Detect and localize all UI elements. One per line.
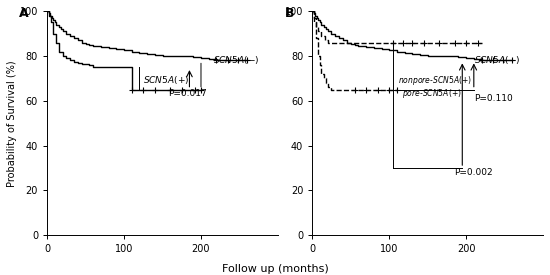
Text: P=0.002: P=0.002 bbox=[455, 168, 493, 177]
Text: A: A bbox=[19, 7, 29, 20]
Text: pore-$SCN5A(+)$: pore-$SCN5A(+)$ bbox=[402, 87, 461, 100]
Text: $SCN5A(-)$: $SCN5A(-)$ bbox=[474, 54, 520, 67]
Text: P=0.017: P=0.017 bbox=[168, 89, 207, 98]
Y-axis label: Probability of Survival (%): Probability of Survival (%) bbox=[7, 60, 17, 186]
Text: P=0.110: P=0.110 bbox=[474, 94, 513, 103]
Text: Follow up (months): Follow up (months) bbox=[222, 264, 328, 274]
Text: nonpore-$SCN5A(+)$: nonpore-$SCN5A(+)$ bbox=[398, 74, 472, 87]
Text: $SCN5A(+)$: $SCN5A(+)$ bbox=[143, 74, 190, 86]
Text: $SCN5A(-)$: $SCN5A(-)$ bbox=[212, 54, 259, 66]
Text: B: B bbox=[284, 7, 294, 20]
